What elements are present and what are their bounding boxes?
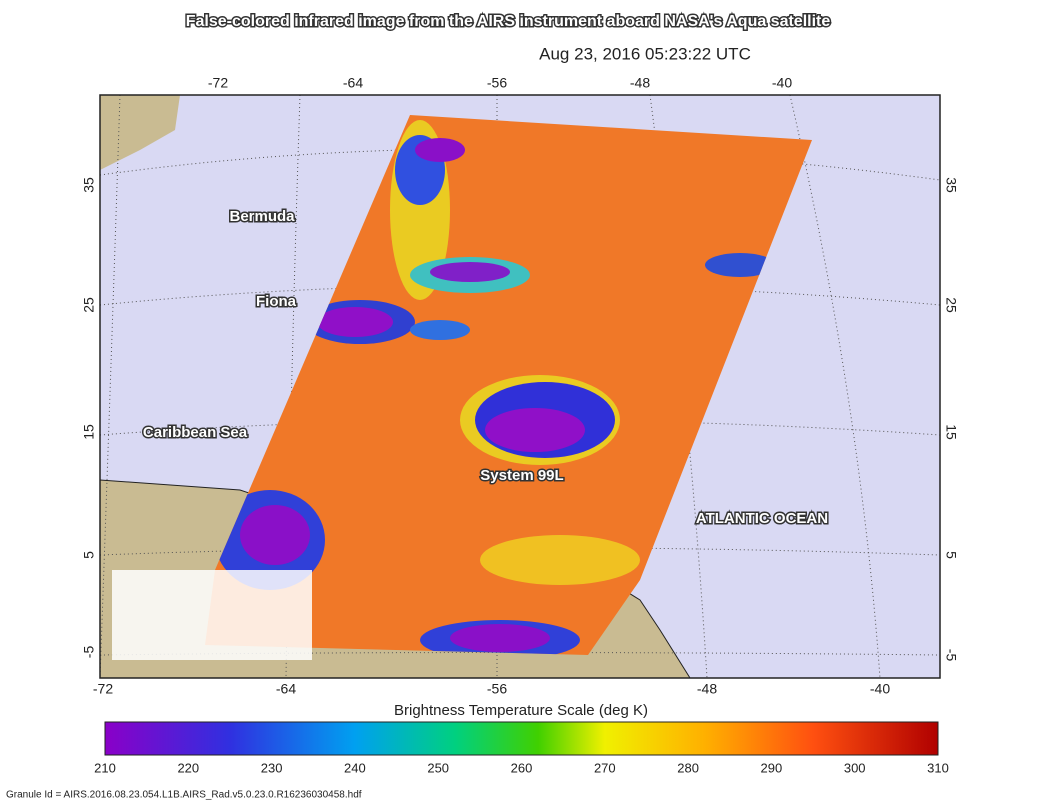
- lat-label: 35: [943, 177, 959, 193]
- map-frame: [99, 94, 941, 679]
- lon-label: -56: [487, 75, 507, 91]
- colorbar-tick-label: 220: [177, 760, 199, 775]
- lon-label: -72: [208, 75, 228, 91]
- lon-label: -64: [276, 681, 296, 697]
- lon-label: -56: [487, 681, 507, 697]
- lon-label: -64: [343, 75, 363, 91]
- lat-label: 5: [81, 551, 97, 559]
- swath-features: [215, 120, 775, 655]
- lon-label: -48: [697, 681, 717, 697]
- lat-label: 5: [943, 551, 959, 559]
- lat-label: 35: [81, 177, 97, 193]
- colorbar-tick-label: 250: [427, 760, 449, 775]
- colorbar: [104, 721, 939, 756]
- colorbar-tick-label: 260: [511, 760, 533, 775]
- colorbar-tick-label: 290: [761, 760, 783, 775]
- lat-label: 25: [81, 297, 97, 313]
- colorbar-tick-label: 310: [927, 760, 949, 775]
- place-label: Fiona: [256, 293, 297, 310]
- place-label: ATLANTIC OCEAN: [696, 510, 828, 527]
- lat-label: -5: [943, 649, 959, 662]
- colorbar-tick-label: 240: [344, 760, 366, 775]
- inset-globe: [112, 570, 312, 660]
- lon-label: -40: [870, 681, 890, 697]
- lon-label: -40: [772, 75, 792, 91]
- colorbar-tick-label: 270: [594, 760, 616, 775]
- place-label: System 99L: [480, 467, 563, 484]
- place-label: Caribbean Sea: [143, 424, 248, 441]
- lat-label: 15: [81, 424, 97, 440]
- place-label: Bermuda: [229, 208, 295, 225]
- colorbar-tick-label: 210: [94, 760, 116, 775]
- colorbar-tick-label: 300: [844, 760, 866, 775]
- lat-label: 15: [943, 424, 959, 440]
- map: Bermuda Fiona Caribbean Sea System 99L A…: [100, 95, 940, 678]
- lat-label: 25: [943, 297, 959, 313]
- labels: -72 -64 -56 -48 -40 -72 -64 -56 -48 -40 35 25 15 5 -5 3…: [81, 75, 960, 776]
- lon-label: -48: [630, 75, 650, 91]
- granule-id: Granule Id = AIRS.2016.08.23.054.L1B.AIR…: [6, 790, 362, 801]
- colorbar-title: Brightness Temperature Scale (deg K): [394, 702, 648, 719]
- colorbar-tick-label: 230: [261, 760, 283, 775]
- timestamp: Aug 23, 2016 05:23:22 UTC: [539, 44, 751, 63]
- lat-label: -5: [81, 646, 97, 659]
- lon-label: -72: [93, 681, 113, 697]
- colorbar-tick-label: 280: [677, 760, 699, 775]
- land: [100, 95, 180, 170]
- title: False-colored infrared image from the AI…: [186, 13, 831, 30]
